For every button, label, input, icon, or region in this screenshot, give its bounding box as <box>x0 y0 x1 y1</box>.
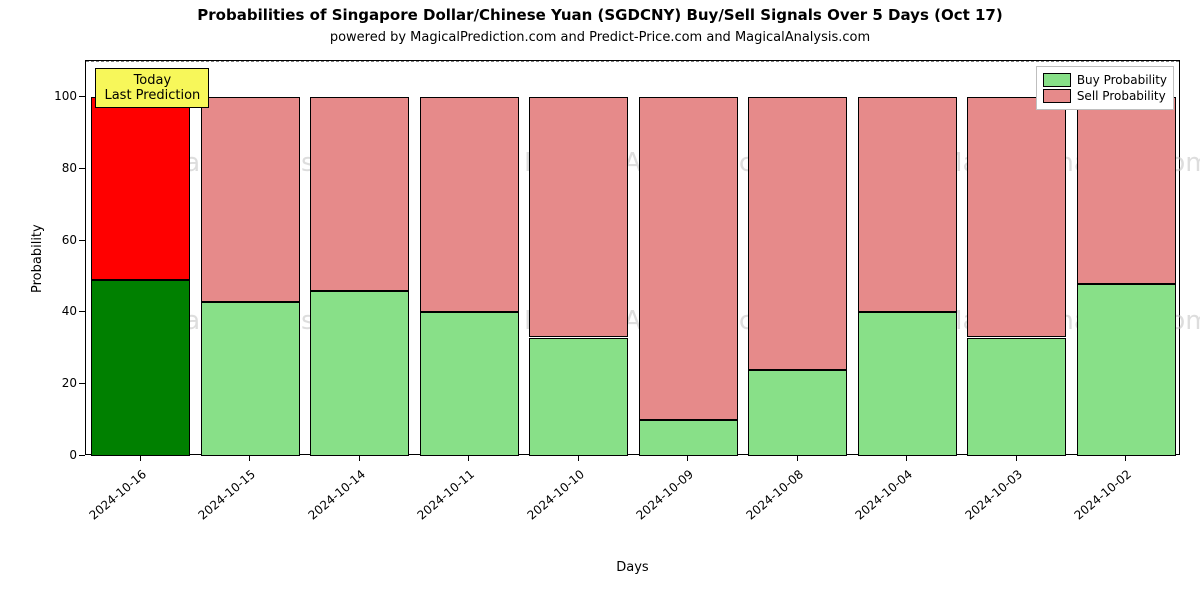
y-tick-mark <box>79 168 85 169</box>
buy-bar <box>639 420 738 456</box>
x-tick-mark <box>468 455 469 461</box>
plot-area: MagicalAnalysis.comMagicalAnalysis.comMa… <box>85 60 1180 455</box>
x-tick-label: 2024-10-11 <box>407 467 477 529</box>
x-tick-label: 2024-10-15 <box>188 467 258 529</box>
x-axis-label: Days <box>85 560 1180 575</box>
buy-bar <box>201 302 300 456</box>
sell-bar <box>967 97 1066 338</box>
y-tick-label: 100 <box>37 89 77 103</box>
buy-bar <box>858 312 957 456</box>
y-tick-mark <box>79 455 85 456</box>
y-tick-label: 0 <box>37 448 77 462</box>
sell-bar <box>310 97 409 291</box>
sell-bar <box>201 97 300 302</box>
x-tick-mark <box>359 455 360 461</box>
buy-bar <box>967 338 1066 457</box>
today-annotation: Today Last Prediction <box>95 68 209 108</box>
x-tick-mark <box>578 455 579 461</box>
legend: Buy Probability Sell Probability <box>1036 66 1174 110</box>
x-tick-label: 2024-10-03 <box>954 467 1024 529</box>
chart-title: Probabilities of Singapore Dollar/Chines… <box>0 6 1200 24</box>
legend-label: Buy Probability <box>1077 73 1167 87</box>
y-tick-mark <box>79 311 85 312</box>
x-tick-mark <box>1125 455 1126 461</box>
gridline <box>86 61 1179 62</box>
buy-bar <box>1077 284 1176 456</box>
buy-bar <box>420 312 519 456</box>
x-tick-label: 2024-10-14 <box>297 467 367 529</box>
x-tick-label: 2024-10-09 <box>626 467 696 529</box>
x-tick-mark <box>906 455 907 461</box>
x-tick-label: 2024-10-04 <box>845 467 915 529</box>
x-tick-label: 2024-10-10 <box>516 467 586 529</box>
y-tick-label: 40 <box>37 304 77 318</box>
legend-label: Sell Probability <box>1077 89 1166 103</box>
sell-bar <box>420 97 519 312</box>
legend-item: Sell Probability <box>1043 89 1167 103</box>
sell-bar <box>639 97 738 420</box>
sell-bar <box>91 97 190 280</box>
buy-bar <box>310 291 409 456</box>
buy-bar <box>529 338 628 457</box>
sell-bar <box>858 97 957 312</box>
x-tick-label: 2024-10-08 <box>735 467 805 529</box>
chart-subtitle: powered by MagicalPrediction.com and Pre… <box>0 30 1200 45</box>
x-tick-mark <box>797 455 798 461</box>
y-tick-mark <box>79 383 85 384</box>
y-tick-mark <box>79 96 85 97</box>
sell-bar <box>748 97 847 370</box>
x-tick-mark <box>140 455 141 461</box>
buy-bar <box>748 370 847 456</box>
legend-swatch <box>1043 89 1071 103</box>
y-tick-label: 60 <box>37 233 77 247</box>
buy-bar <box>91 280 190 456</box>
x-tick-mark <box>687 455 688 461</box>
sell-bar <box>1077 97 1176 284</box>
x-tick-label: 2024-10-02 <box>1064 467 1134 529</box>
y-tick-label: 20 <box>37 376 77 390</box>
y-tick-label: 80 <box>37 161 77 175</box>
sell-bar <box>529 97 628 338</box>
legend-swatch <box>1043 73 1071 87</box>
x-tick-mark <box>1016 455 1017 461</box>
y-tick-mark <box>79 240 85 241</box>
x-tick-label: 2024-10-16 <box>78 467 148 529</box>
figure: Probabilities of Singapore Dollar/Chines… <box>0 0 1200 600</box>
legend-item: Buy Probability <box>1043 73 1167 87</box>
x-tick-mark <box>249 455 250 461</box>
